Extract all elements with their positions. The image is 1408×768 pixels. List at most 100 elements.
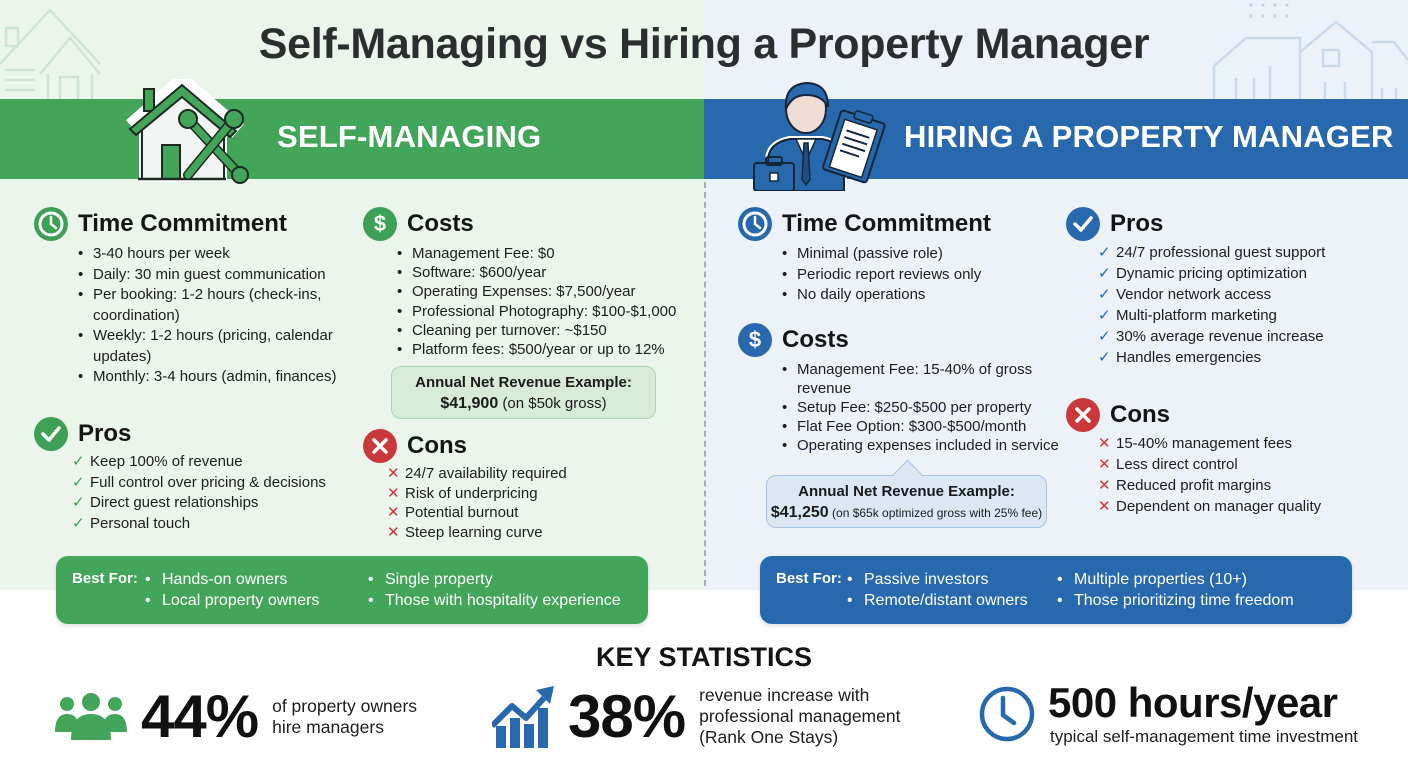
list-item: No daily operations <box>782 285 1058 306</box>
background-building-icon <box>1212 20 1408 100</box>
hiring-banner: HIRING A PROPERTY MANAGER <box>704 81 1408 191</box>
key-statistics-title: KEY STATISTICS <box>595 642 813 672</box>
self-revenue-callout: Annual Net Revenue Example: $41,900 (on … <box>391 366 656 419</box>
growth-chart-icon <box>492 685 554 748</box>
section-title: Costs <box>407 210 474 237</box>
hiring-cons-section: Cons ✕ 15-40% management fees ✕ Less direc… <box>1066 397 1396 517</box>
check-icon: ✓ <box>72 453 85 470</box>
self-costs-section: $ Costs Management Fee: $0 Software: $60… <box>363 206 698 359</box>
list-item: Daily: 30 min guest communication <box>78 265 354 286</box>
best-for-list: Hands-on owners Local property owners <box>145 569 319 611</box>
best-for-list: Multiple properties (10+) Those prioriti… <box>1057 569 1294 611</box>
dollar-icon: $ <box>738 323 772 357</box>
check-icon: ✓ <box>1098 265 1111 282</box>
list-item: Hands-on owners <box>145 569 319 590</box>
list-item: ✓ Vendor network access <box>1098 286 1272 303</box>
self-cons-section: Cons ✕ 24/7 availability required ✕ Risk o… <box>363 428 698 542</box>
check-circle-icon <box>1066 207 1100 241</box>
section-title: Time Commitment <box>78 210 287 237</box>
revenue-note: (on $50k gross) <box>498 395 607 412</box>
pros-list: ✓ Keep 100% of revenue ✓ Full control over… <box>72 452 354 534</box>
best-for-label: Best For: <box>776 570 842 587</box>
section-title: Cons <box>407 432 467 459</box>
self-managing-heading: SELF-MANAGING <box>277 119 542 154</box>
stat-revenue-increase: 38% revenue increase with professional m… <box>492 682 900 751</box>
stat-owners-hire: 44% of property owners hire managers <box>55 682 417 751</box>
x-icon: ✕ <box>1098 477 1111 494</box>
check-icon: ✓ <box>1098 349 1111 366</box>
list-item: ✕ 24/7 availability required <box>387 465 567 482</box>
list-item: ✓ Dynamic pricing optimization <box>1098 265 1307 282</box>
stat-description: revenue increase with professional manag… <box>699 685 901 747</box>
list-item: Monthly: 3-4 hours (admin, finances) <box>78 367 354 388</box>
x-icon: ✕ <box>1098 498 1111 515</box>
list-item: ✓ Personal touch <box>72 514 354 535</box>
businessman-clipboard-icon <box>753 81 886 191</box>
check-icon: ✓ <box>1098 328 1111 345</box>
section-title: Cons <box>1110 401 1170 428</box>
x-icon: ✕ <box>387 523 400 541</box>
clock-icon <box>738 207 772 241</box>
stat-description: typical self-management time investment <box>1050 727 1359 746</box>
revenue-value: $41,900 <box>440 395 499 412</box>
costs-list: Management Fee: 15-40% of gross revenue … <box>782 360 1068 455</box>
list-item: Operating Expenses: $7,500/year <box>397 282 698 301</box>
hiring-best-for-box: Best For: Passive investors Remote/dista… <box>760 556 1352 624</box>
list-item: Setup Fee: $250-$500 per property <box>782 398 1068 417</box>
x-icon: ✕ <box>1098 435 1111 452</box>
list-item: ✕ Less direct control <box>1098 456 1238 473</box>
stat-time-investment: 500 hours/year typical self-management t… <box>978 680 1358 747</box>
x-circle-icon <box>1066 398 1100 432</box>
revenue-label: Annual Net Revenue Example: <box>798 483 1015 500</box>
list-item: ✓ Direct guest relationships <box>72 493 354 514</box>
stat-description: of property owners hire managers <box>272 695 418 737</box>
section-title: Pros <box>78 420 132 447</box>
list-item: Single property <box>368 569 621 590</box>
x-icon: ✕ <box>1098 456 1111 473</box>
hiring-time-section: Time Commitment Minimal (passive role) P… <box>738 206 1058 306</box>
list-item: ✕ 15-40% management fees <box>1098 435 1292 452</box>
self-managing-banner: SELF-MANAGING <box>0 79 704 184</box>
pros-list: ✓ 24/7 professional guest support ✓ Dynami… <box>1098 242 1396 368</box>
list-item: Local property owners <box>145 590 319 611</box>
list-item: Flat Fee Option: $300-$500/month <box>782 417 1068 436</box>
list-item: Those prioritizing time freedom <box>1057 590 1294 611</box>
check-icon: ✓ <box>72 514 85 532</box>
best-for-label: Best For: <box>72 570 138 587</box>
self-pros-section: Pros ✓ Keep 100% of revenue ✓ Full control… <box>34 416 354 534</box>
list-item: ✕ Dependent on manager quality <box>1098 498 1322 515</box>
list-item: ✕ Risk of underpricing <box>387 484 538 502</box>
stat-value: 500 hours/year <box>1048 679 1338 726</box>
revenue-note: (on $65k optimized gross with 25% fee) <box>828 506 1043 520</box>
list-item: Per booking: 1-2 hours (check-ins, coord… <box>78 285 340 326</box>
stat-value: 44% <box>141 683 259 750</box>
check-icon: ✓ <box>72 494 85 511</box>
stat-value: 38% <box>568 683 686 750</box>
hiring-costs-section: $ Costs Management Fee: 15-40% of gross … <box>738 322 1068 455</box>
list-item: ✓ 24/7 professional guest support <box>1098 244 1326 261</box>
section-title: Pros <box>1110 210 1164 237</box>
costs-list: Management Fee: $0 Software: $600/year O… <box>397 244 698 359</box>
list-item: Those with hospitality experience <box>368 590 621 611</box>
hiring-pros-section: Pros ✓ 24/7 professional guest support ✓ D… <box>1066 206 1396 368</box>
clock-icon <box>979 686 1035 741</box>
time-list: Minimal (passive role) Periodic report r… <box>782 244 1058 306</box>
list-item: ✓ 30% average revenue increase <box>1098 328 1324 345</box>
check-circle-icon <box>34 417 68 451</box>
section-title: Time Commitment <box>782 210 991 237</box>
list-item: ✕ Reduced profit margins <box>1098 477 1272 494</box>
list-item: Software: $600/year <box>397 263 698 282</box>
list-item: ✕ Steep learning curve <box>387 523 543 541</box>
list-item: ✓ Handles emergencies <box>1098 349 1262 366</box>
hiring-heading: HIRING A PROPERTY MANAGER <box>904 119 1394 154</box>
panel-divider <box>704 182 706 586</box>
check-icon: ✓ <box>1098 286 1111 303</box>
list-item: Operating expenses included in service <box>782 436 1068 455</box>
list-item: Minimal (passive role) <box>782 244 1058 265</box>
decorative-dots <box>1249 3 1289 18</box>
list-item: Platform fees: $500/year or up to 12% <box>397 340 698 359</box>
list-item: Remote/distant owners <box>847 590 1028 611</box>
x-icon: ✕ <box>387 504 400 521</box>
revenue-label: Annual Net Revenue Example: <box>415 374 632 391</box>
list-item: Multiple properties (10+) <box>1057 569 1294 590</box>
